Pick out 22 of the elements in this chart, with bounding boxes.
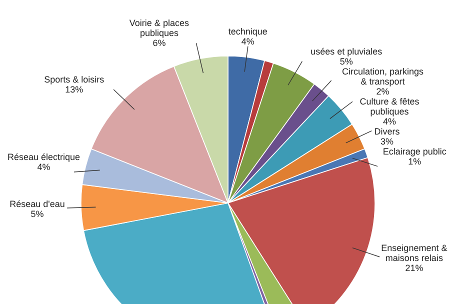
data-label: 2% [376, 86, 390, 96]
slice-label: technique [228, 26, 268, 36]
slice-label: usées et pluviales [310, 46, 383, 56]
slice-label: Divers [374, 126, 400, 136]
data-label: 1% [408, 156, 422, 166]
data-label: 3% [380, 136, 394, 146]
data-label: 4% [37, 162, 50, 172]
data-label: 21% [405, 262, 424, 273]
data-label: 5% [340, 56, 353, 66]
data-label: 5% [30, 208, 44, 219]
data-label: 4% [241, 36, 254, 46]
data-label: 6% [152, 38, 166, 48]
slice-label: Circulation, parkings & transport [342, 66, 424, 86]
slice-label: Culture & fêtes publiques [360, 96, 420, 116]
slice-label: Réseau d'eau [10, 198, 65, 209]
data-label: 4% [383, 116, 396, 126]
slice-label: Eclairage public [382, 146, 447, 156]
data-label: 13% [65, 84, 84, 94]
slice-label: Sports & loisirs [44, 74, 105, 84]
slice-label: Voirie & places publiques [129, 18, 190, 38]
slice-label: Réseau électrique [8, 152, 80, 162]
slice-label: Enseignement & maisons relais [381, 242, 448, 263]
